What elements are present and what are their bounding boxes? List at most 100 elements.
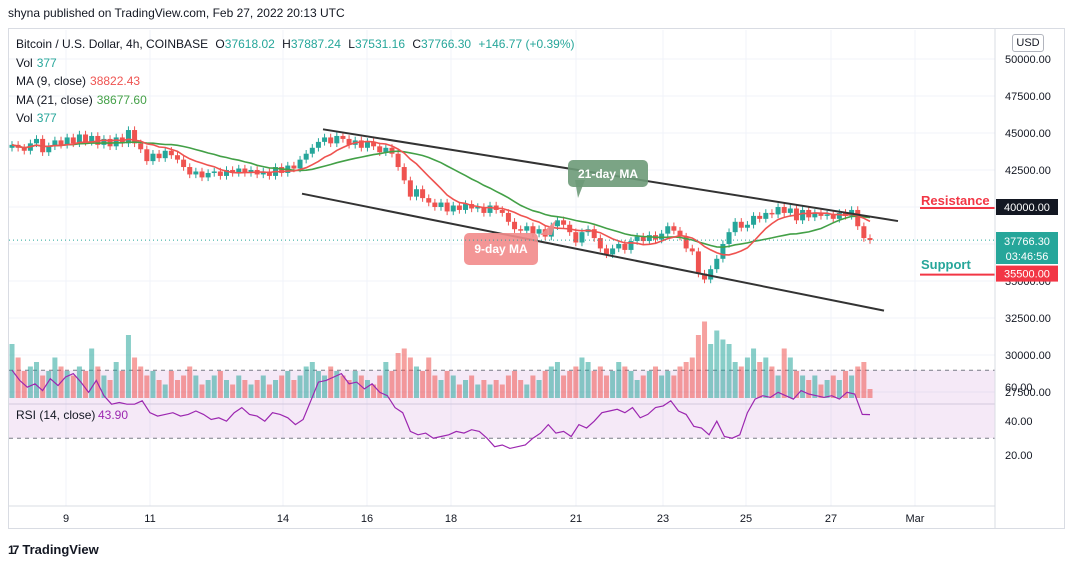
time-tick-label: 18 [445, 513, 457, 525]
close-label: C [412, 37, 422, 51]
candle-body [830, 214, 836, 219]
volume-bar [824, 380, 830, 398]
candle-body [720, 244, 726, 259]
volume-bar [806, 380, 812, 398]
volume-bar [426, 357, 432, 398]
candle-body [665, 226, 671, 234]
volume-bar [812, 375, 818, 398]
rsi-label: RSI (14, close) [16, 408, 95, 422]
volume-bar [769, 366, 775, 398]
symbol-title[interactable]: Bitcoin / U.S. Dollar, 4h, COINBASE [16, 37, 209, 51]
volume-bar [554, 362, 560, 398]
candle-body [751, 215, 757, 225]
candle-body [248, 170, 254, 173]
volume-bar [76, 366, 82, 398]
candle-body [714, 258, 720, 270]
candle-body [689, 248, 695, 252]
candle-body [671, 226, 677, 231]
volume-bar [646, 371, 652, 398]
volume2-legend: Vol 377 [16, 109, 579, 128]
volume-legend: Vol 377 [16, 54, 579, 73]
resistance-label: Resistance [921, 193, 990, 208]
candle-body [432, 202, 438, 207]
volume-bar [536, 380, 542, 398]
volume-bar [714, 330, 720, 398]
candle-body [315, 141, 321, 148]
candle-body [579, 232, 585, 243]
candle-body [475, 207, 481, 209]
candle-body [775, 207, 781, 215]
candle-body [358, 140, 364, 148]
volume-bar [738, 366, 744, 398]
volume-bar [260, 375, 266, 398]
time-tick-label: 23 [657, 513, 669, 525]
candle-body [260, 171, 266, 175]
volume-bar [125, 335, 131, 398]
volume-bar [591, 371, 597, 398]
candle-body [346, 138, 352, 145]
candle-body [530, 226, 536, 234]
volume-bar [818, 384, 824, 398]
time-tick-label: 11 [144, 513, 155, 525]
candle-body [463, 204, 469, 210]
candle-body [279, 167, 285, 173]
volume-bar [132, 357, 138, 398]
volume-bar [469, 375, 475, 398]
volume-bar [708, 344, 714, 398]
candle-body [70, 137, 76, 144]
candle-body [836, 212, 842, 219]
volume-bar [340, 375, 346, 398]
volume-bar [849, 375, 855, 398]
volume-bar [542, 371, 548, 398]
volume-bar [303, 366, 309, 398]
volume-bar [217, 371, 223, 398]
price-tick-label: 47500.00 [1005, 91, 1051, 103]
time-tick-label: 14 [277, 513, 289, 525]
currency-button[interactable]: USD [1012, 34, 1044, 52]
volume2-label: Vol [16, 111, 33, 125]
candle-body [371, 141, 377, 147]
candle-body [303, 153, 309, 160]
ma21-line [11, 141, 871, 249]
time-tick-label: 21 [570, 513, 582, 525]
volume-bar [456, 384, 462, 398]
footer-brand[interactable]: 17 TradingView [8, 542, 99, 557]
volume-bar [775, 375, 781, 398]
ma9-label: MA (9, close) [16, 74, 87, 88]
rsi-value: 43.90 [98, 408, 128, 422]
volume-bar [371, 384, 377, 398]
candle-body [505, 212, 511, 222]
volume-bar [181, 375, 187, 398]
candle-body [554, 220, 560, 227]
volume-bar [481, 380, 487, 398]
volume-bar [162, 384, 168, 398]
candle-body [481, 207, 487, 213]
candle-body [444, 202, 450, 212]
volume-bar [616, 362, 622, 398]
last-price-text: 37766.30 [1004, 236, 1050, 248]
volume-bar [107, 380, 113, 398]
ma21-label: MA (21, close) [16, 92, 93, 107]
volume-bar [505, 375, 511, 398]
volume-bar [174, 380, 180, 398]
low-value: 37531.16 [354, 37, 405, 51]
volume-bar [744, 357, 750, 398]
volume-bar [211, 375, 217, 398]
volume-bar [352, 371, 358, 398]
volume-bar [242, 380, 248, 398]
volume-bar [52, 357, 58, 398]
volume-bar [383, 362, 389, 398]
volume-bar [119, 371, 125, 398]
volume-bar [726, 344, 732, 398]
volume-bar [83, 371, 89, 398]
candle-body [174, 155, 180, 160]
volume-bar [346, 380, 352, 398]
chart-frame[interactable] [8, 28, 1065, 529]
volume-bar [64, 371, 70, 398]
price-tick-label: 45000.00 [1005, 128, 1051, 140]
volume-bar [585, 362, 591, 398]
candle-body [46, 146, 52, 153]
volume-bar [113, 362, 119, 398]
candle-body [193, 171, 199, 175]
